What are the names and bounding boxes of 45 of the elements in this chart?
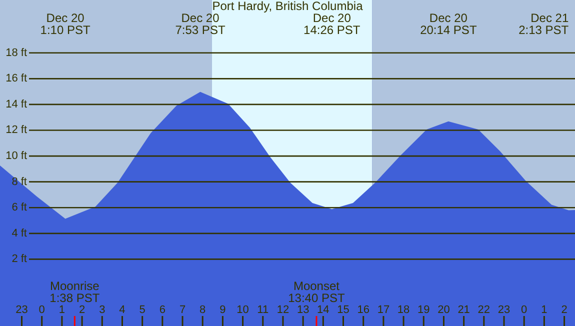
x-tick-label: 17: [377, 304, 390, 316]
x-tick-label: 1: [541, 304, 548, 316]
x-tick-label: 14: [317, 304, 330, 316]
x-tick-label: 3: [99, 304, 106, 316]
x-tick-label: 19: [418, 304, 430, 316]
x-tick-label: 9: [220, 304, 226, 316]
annotation: Dec 20 1:10 PST: [40, 11, 91, 37]
annotation: Dec 20 20:14 PST: [420, 11, 478, 37]
x-tick-label: 18: [397, 304, 410, 316]
x-tick-label: 20: [438, 304, 450, 316]
x-tick-label: 16: [357, 304, 370, 316]
x-tick-label: 12: [276, 304, 290, 316]
y-tick-label: 8 ft: [12, 176, 27, 188]
x-tick-label: 15: [337, 304, 350, 316]
x-tick-label: 0: [521, 304, 528, 316]
x-tick-label: 21: [458, 304, 470, 316]
annotation: Dec 20 14:26 PST: [304, 11, 361, 37]
y-tick-label: 18 ft: [6, 46, 27, 59]
x-tick-label: 1: [58, 304, 66, 316]
x-tick-label: 11: [257, 304, 269, 316]
x-tick-label: 2: [561, 304, 568, 316]
x-tick-label: 22: [478, 304, 490, 316]
x-tick-label: 6: [159, 304, 166, 316]
x-tick-label: 8: [200, 304, 206, 316]
x-tick-label: 5: [139, 304, 146, 316]
annotation: Dec 21 2:13 PST: [518, 11, 570, 37]
x-tick-label: 2: [78, 304, 86, 316]
x-tick-label: 13: [296, 304, 310, 316]
y-tick-label: 12 ft: [6, 124, 27, 136]
x-tick-label: 23: [498, 304, 510, 316]
y-tick-label: 4 ft: [12, 227, 27, 240]
y-tick-label: 2 ft: [12, 253, 27, 266]
y-tick-label: 14 ft: [6, 98, 27, 110]
ref-line-label: Moonset 13:40 PST: [288, 279, 346, 305]
ref-line-label: Moonrise 1:38 PST: [50, 279, 100, 305]
x-tick-label: 7: [179, 304, 186, 316]
y-tick-label: 10 ft: [6, 150, 27, 162]
chart-title: Port Hardy, British Columbia: [212, 0, 364, 13]
annotation: Dec 20 7:53 PST: [175, 11, 226, 37]
x-tick-label: 23: [16, 304, 28, 316]
x-tick-label: 4: [119, 304, 126, 316]
y-tick-label: 16 ft: [6, 72, 27, 85]
y-tick-label: 6 ft: [12, 202, 27, 214]
x-tick-label: 10: [236, 304, 249, 316]
x-tick-label: 0: [38, 304, 45, 316]
